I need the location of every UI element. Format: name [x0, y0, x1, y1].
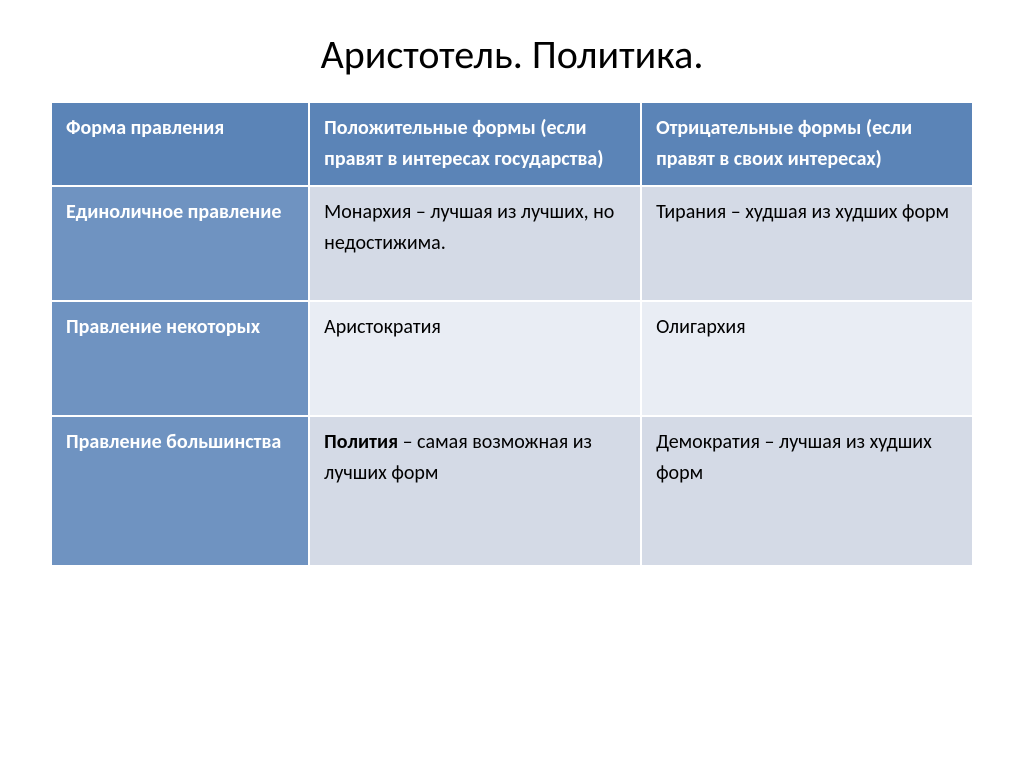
cell-single-negative: Тирания – худшая из худших форм [641, 186, 973, 301]
table-row: Единоличное правление Монархия – лучшая … [51, 186, 973, 301]
col-header-form: Форма правления [51, 102, 309, 186]
page-title: Аристотель. Политика. [50, 30, 974, 79]
col-header-negative: Отрицательные формы (если правят в своих… [641, 102, 973, 186]
table-row: Правление некоторых Аристократия Олигарх… [51, 301, 973, 416]
government-forms-table: Форма правления Положительные формы (есл… [50, 101, 974, 567]
cell-few-positive: Аристократия [309, 301, 641, 416]
cell-single-positive: Монархия – лучшая из лучших, но недостиж… [309, 186, 641, 301]
col-header-positive: Положительные формы (если правят в интер… [309, 102, 641, 186]
row-header-many: Правление большинства [51, 416, 309, 566]
bold-run: Полития [324, 430, 398, 454]
cell-few-negative: Олигархия [641, 301, 973, 416]
cell-text: Тирания – худшая из худших форм [656, 200, 949, 224]
cell-text: Олигархия [656, 315, 746, 339]
cell-many-positive: Полития – самая возможная из лучших форм [309, 416, 641, 566]
cell-text: Аристократия [324, 315, 441, 339]
cell-text: Демократия – лучшая из худших форм [656, 430, 932, 485]
cell-text: Монархия – лучшая из лучших, но недостиж… [324, 200, 614, 255]
table-row: Правление большинства Полития – самая во… [51, 416, 973, 566]
table-header-row: Форма правления Положительные формы (есл… [51, 102, 973, 186]
cell-many-negative: Демократия – лучшая из худших форм [641, 416, 973, 566]
row-header-single: Единоличное правление [51, 186, 309, 301]
row-header-few: Правление некоторых [51, 301, 309, 416]
